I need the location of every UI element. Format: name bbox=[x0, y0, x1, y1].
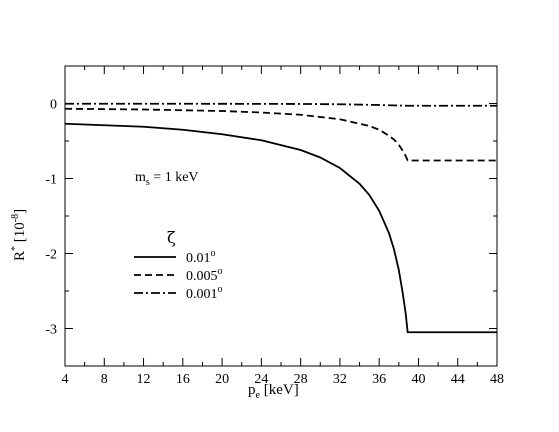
x-tick-label: 36 bbox=[372, 372, 386, 387]
y-axis-label-main: R bbox=[12, 251, 28, 261]
y-axis-label-unit-open: [10 bbox=[12, 222, 28, 246]
x-tick-label: 28 bbox=[294, 372, 308, 387]
y-axis-label-unit-close: ] bbox=[12, 209, 28, 214]
legend-label-3: 0.001o bbox=[186, 284, 223, 302]
legend-label-2: 0.005o bbox=[186, 266, 223, 284]
y-tick-label: -3 bbox=[45, 323, 57, 338]
x-tick-label: 24 bbox=[254, 372, 268, 387]
x-tick-label: 4 bbox=[62, 372, 69, 387]
y-tick-label: 0 bbox=[50, 98, 57, 113]
x-tick-label: 32 bbox=[333, 372, 347, 387]
y-axis-label-sup: * bbox=[10, 246, 21, 251]
y-tick-label: -1 bbox=[45, 173, 57, 188]
series-line-3 bbox=[65, 102, 497, 107]
x-tick-label: 12 bbox=[137, 372, 151, 387]
y-axis-label: R* [10-8] bbox=[10, 209, 28, 261]
x-tick-label: 16 bbox=[176, 372, 190, 387]
annotation-sub: s bbox=[146, 177, 150, 188]
x-tick-labels: 4 8 12 16 20 24 28 32 36 40 44 48 bbox=[62, 372, 505, 387]
legend-label-degree: o bbox=[218, 266, 223, 277]
x-tick-label: 20 bbox=[215, 372, 229, 387]
series-lines bbox=[64, 102, 497, 334]
x-tick-label: 44 bbox=[451, 372, 465, 387]
x-axis-label-unit: [keV] bbox=[260, 382, 299, 398]
plot-frame bbox=[64, 65, 498, 367]
legend-label-1: 0.01o bbox=[186, 248, 216, 266]
series-line-2 bbox=[64, 107, 497, 162]
x-axis-label: pe [keV] bbox=[248, 382, 299, 401]
y-axis-label-unit-sup: -8 bbox=[10, 214, 21, 222]
legend-title: ζ bbox=[167, 228, 176, 247]
annotation-main: m bbox=[135, 170, 146, 185]
legend-label-value: 0.001 bbox=[186, 287, 218, 302]
x-axis-label-sub: e bbox=[256, 390, 261, 401]
legend-label-degree: o bbox=[211, 248, 216, 259]
mass-annotation: ms = 1 keV bbox=[135, 170, 199, 188]
series-line-1 bbox=[64, 122, 497, 334]
axis-ticks bbox=[64, 65, 498, 367]
x-tick-label: 48 bbox=[490, 372, 504, 387]
plot-frame-rect bbox=[64, 65, 498, 367]
legend-label-value: 0.01 bbox=[186, 251, 211, 266]
y-tick-label: -2 bbox=[45, 248, 57, 263]
legend-label-degree: o bbox=[218, 284, 223, 295]
legend-label-value: 0.005 bbox=[186, 269, 218, 284]
x-tick-label: 40 bbox=[411, 372, 425, 387]
y-tick-labels: 0 -1 -2 -3 bbox=[45, 98, 57, 338]
x-tick-label: 8 bbox=[101, 372, 108, 387]
x-axis-label-main: p bbox=[248, 382, 256, 398]
annotation-rest: = 1 keV bbox=[150, 170, 199, 185]
